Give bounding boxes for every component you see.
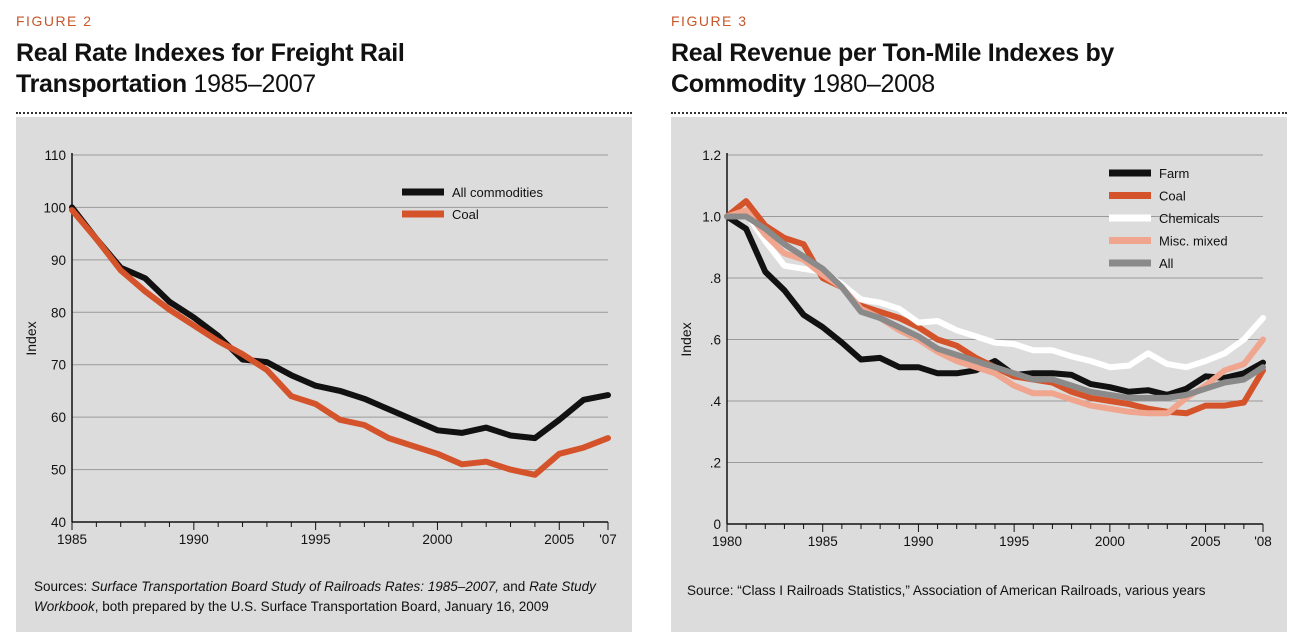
figure2-title: Real Rate Indexes for Freight Rail Trans… — [16, 38, 636, 100]
y-tick-label: 100 — [43, 200, 66, 215]
x-tick-label: 1995 — [301, 532, 331, 547]
figure3-label: FIGURE 3 — [671, 13, 748, 29]
x-tick-label: 1990 — [903, 534, 933, 549]
figure3-chart: 0 .2 .4 .6 .8 1.0 1.2 1980 1985 1990 1995 2000 2005 '… — [678, 148, 1272, 549]
figure2-label: FIGURE 2 — [16, 13, 93, 29]
figure2-source-prefix: Sources: — [34, 579, 92, 594]
x-tick-label: 1985 — [57, 532, 87, 547]
figure3-source: Source: “Class I Railroads Statistics,” … — [687, 583, 1206, 598]
y-tick-label: 40 — [51, 515, 66, 530]
y-tick-label: .6 — [710, 333, 721, 348]
figure3-title: Real Revenue per Ton-Mile Indexes by Com… — [671, 38, 1291, 100]
y-tick-label: 80 — [51, 305, 66, 320]
x-tick-label: 2005 — [544, 532, 574, 547]
series-line-misc-mixed — [724, 207, 1266, 417]
figure2-source-title1: Surface Transportation Board Study of Ra… — [91, 579, 500, 594]
y-tick-label: 50 — [51, 463, 66, 478]
x-tick-label: 2005 — [1191, 534, 1221, 549]
figure2-source: Sources: Surface Transportation Board St… — [34, 577, 624, 617]
series-line-all-commodities — [69, 204, 611, 442]
y-tick-label: .2 — [710, 456, 721, 471]
legend-label-misc-mixed: Misc. mixed — [1159, 234, 1228, 249]
figure2-title-line2: Transportation — [16, 70, 187, 98]
figure2-title-years: 1985–2007 — [193, 70, 316, 98]
legend-label-all-commodities: All commodities — [452, 185, 544, 200]
figure2-title-line1: Real Rate Indexes for Freight Rail — [16, 39, 405, 67]
figure3-title-years: 1980–2008 — [812, 70, 935, 98]
x-tick-label: 1995 — [999, 534, 1029, 549]
y-axis-label: Index — [23, 321, 39, 355]
x-tick-label: 2000 — [1095, 534, 1125, 549]
y-tick-label: 110 — [44, 148, 66, 163]
figure2-source-suffix: , both prepared by the U.S. Surface Tran… — [94, 599, 549, 614]
x-tick-label: 1990 — [179, 532, 209, 547]
figure3-title-line1: Real Revenue per Ton-Mile Indexes by — [671, 39, 1115, 67]
x-tick-label: 2000 — [422, 532, 452, 547]
y-tick-label: .8 — [710, 271, 721, 286]
x-tick-label: '07 — [599, 532, 617, 547]
figure2-source-title2: Rate Study Workbook — [34, 579, 596, 614]
legend-label-coal: Coal — [452, 207, 479, 222]
y-tick-label: 1.2 — [702, 148, 721, 163]
x-tick-label: 1985 — [808, 534, 838, 549]
y-tick-label: 70 — [51, 358, 66, 373]
y-tick-label: 1.0 — [702, 210, 721, 225]
y-tick-label: .4 — [710, 394, 722, 409]
series-line-coal — [69, 207, 611, 478]
series-line-all — [724, 213, 1266, 401]
series-line-farm — [724, 213, 1266, 398]
figure3-divider — [671, 112, 1287, 114]
x-tick-label: 1980 — [712, 534, 742, 549]
legend-label-chemicals: Chemicals — [1159, 211, 1220, 226]
legend-label-all: All — [1159, 256, 1174, 271]
legend-label-coal: Coal — [1159, 189, 1186, 204]
y-tick-label: 90 — [51, 253, 66, 268]
figure2-divider — [16, 112, 632, 114]
x-tick-label: '08 — [1254, 534, 1272, 549]
figure2-plot-area: 40 50 60 70 80 90 100 110 1985 1990 1995 2000 2005 '0… — [16, 117, 632, 632]
figure2-source-mid: and — [499, 579, 530, 594]
y-axis-label: Index — [678, 322, 694, 356]
figure2-chart: 40 50 60 70 80 90 100 110 1985 1990 1995 2000 2005 '0… — [23, 148, 617, 547]
figure3-title-line2: Commodity — [671, 70, 806, 98]
figure3-plot-area: 0 .2 .4 .6 .8 1.0 1.2 1980 1985 1990 1995 2000 2005 '… — [671, 117, 1287, 632]
y-tick-label: 0 — [713, 517, 721, 532]
legend-label-farm: Farm — [1159, 166, 1189, 181]
y-tick-label: 60 — [51, 410, 66, 425]
